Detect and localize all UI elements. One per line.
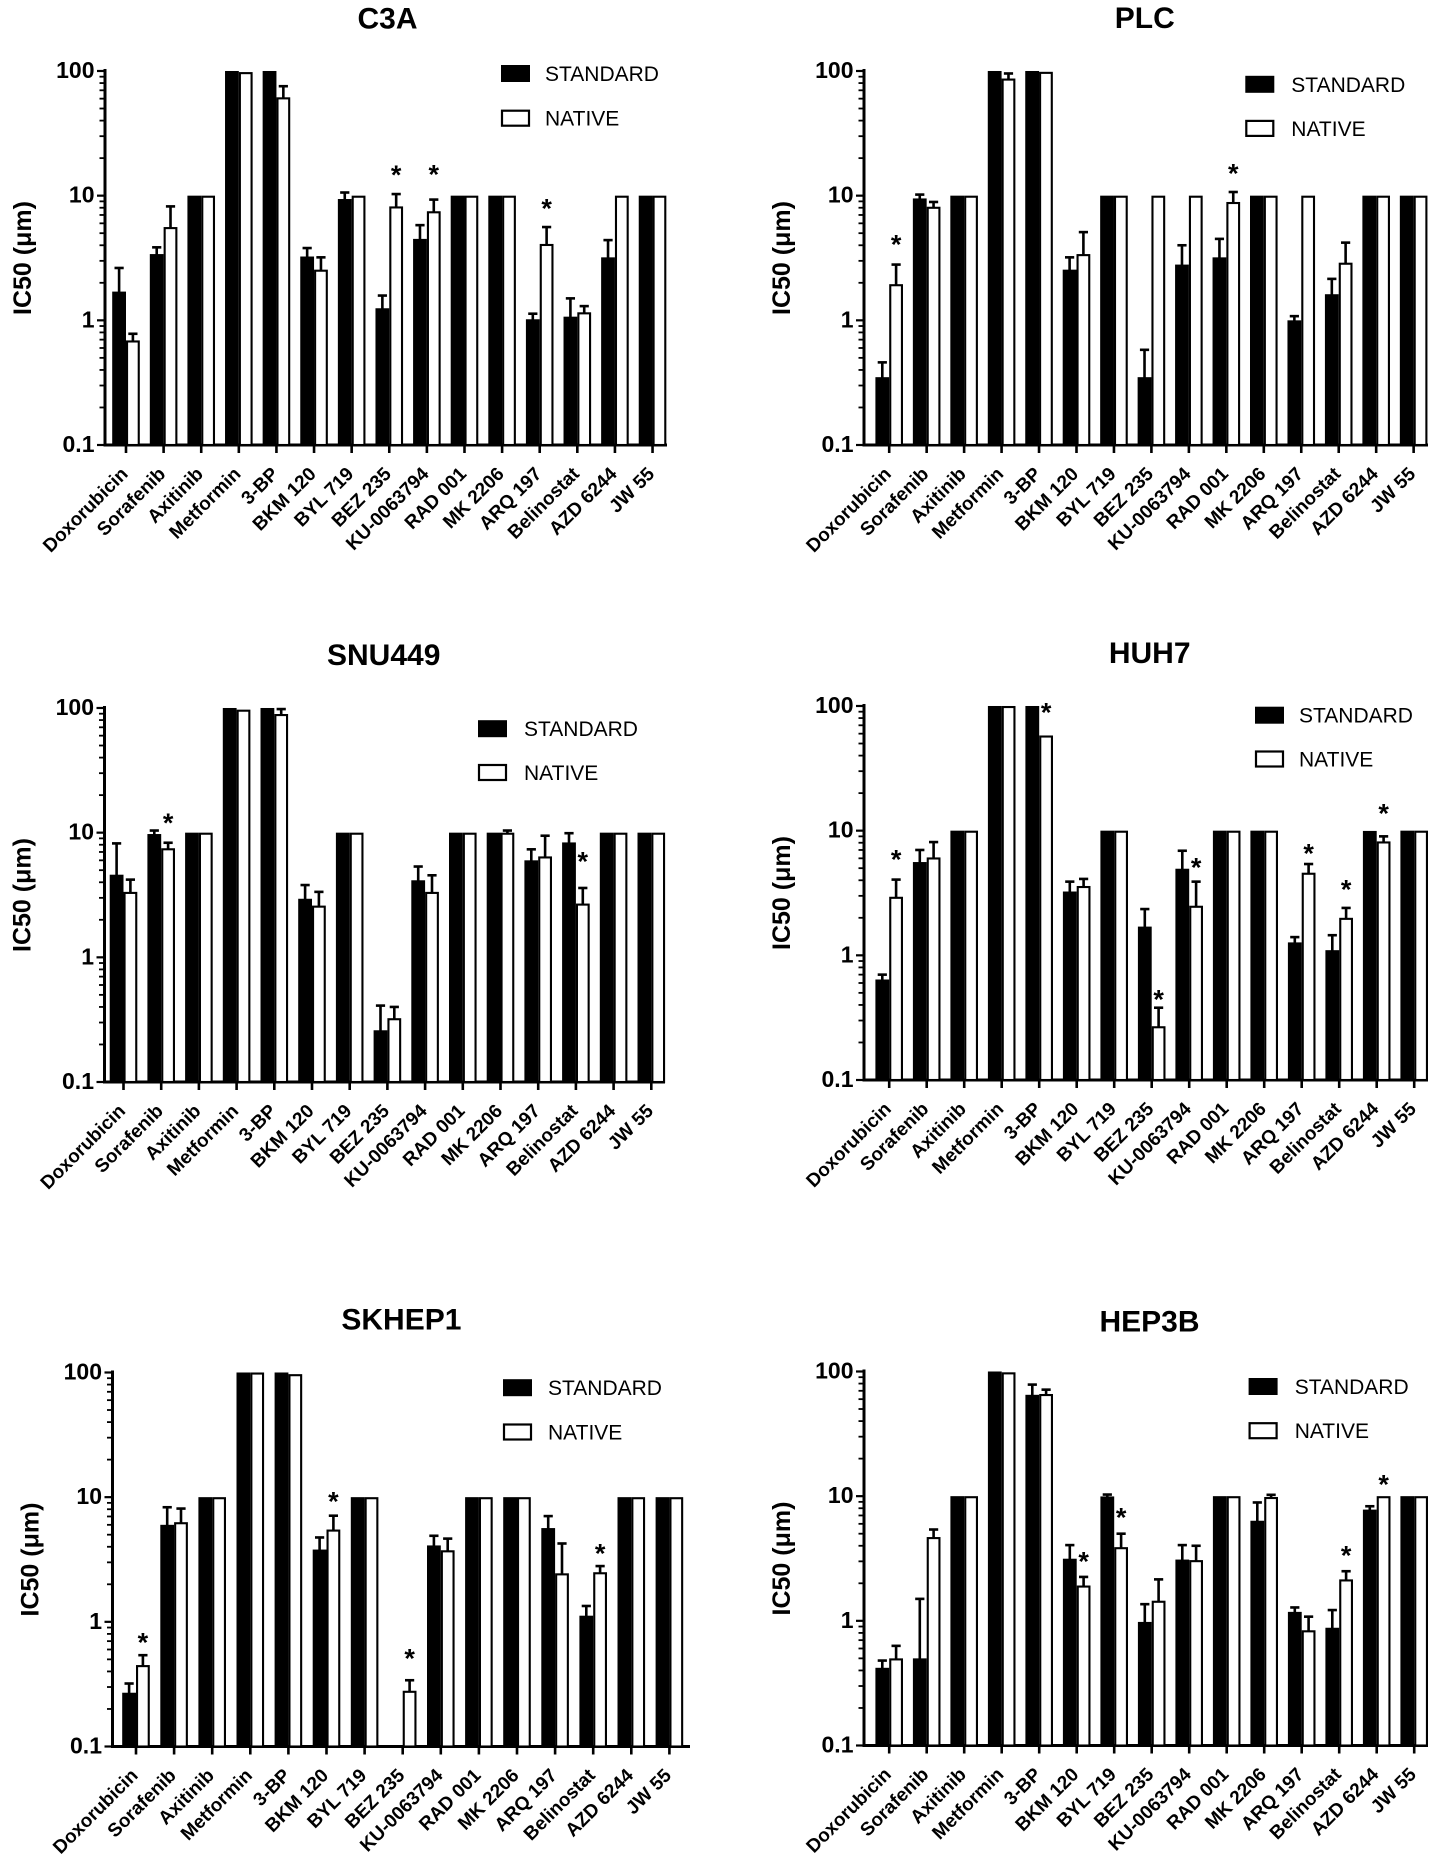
svg-text:*: *	[328, 1487, 339, 1517]
svg-text:100: 100	[815, 692, 853, 718]
svg-text:0.1: 0.1	[822, 1732, 854, 1758]
svg-text:STANDARD: STANDARD	[524, 718, 638, 741]
svg-text:NATIVE: NATIVE	[524, 762, 598, 785]
svg-text:10: 10	[76, 1483, 102, 1509]
svg-text:STANDARD: STANDARD	[548, 1377, 662, 1400]
svg-text:*: *	[1303, 839, 1314, 869]
svg-text:100: 100	[56, 694, 94, 720]
svg-text:NATIVE: NATIVE	[1295, 1420, 1369, 1443]
svg-text:*: *	[1153, 985, 1164, 1015]
svg-text:NATIVE: NATIVE	[545, 108, 619, 131]
svg-text:HEP3B: HEP3B	[1099, 1306, 1199, 1339]
svg-text:*: *	[595, 1539, 606, 1569]
svg-text:1: 1	[841, 941, 854, 967]
svg-text:100: 100	[815, 57, 853, 83]
svg-text:IC50 (μm): IC50 (μm)	[9, 201, 37, 315]
svg-text:*: *	[578, 847, 589, 877]
svg-text:*: *	[1378, 1470, 1389, 1500]
svg-text:*: *	[391, 160, 402, 190]
svg-text:SNU449: SNU449	[327, 639, 440, 672]
svg-text:*: *	[541, 194, 552, 224]
svg-text:*: *	[891, 845, 902, 875]
svg-text:1: 1	[89, 1608, 102, 1634]
svg-text:100: 100	[64, 1358, 102, 1384]
svg-text:0.1: 0.1	[63, 431, 95, 457]
svg-text:10: 10	[828, 1482, 854, 1508]
svg-text:0.1: 0.1	[822, 1066, 854, 1092]
svg-text:*: *	[891, 230, 902, 260]
svg-text:1: 1	[841, 1607, 854, 1633]
svg-text:IC50 (μm): IC50 (μm)	[17, 1503, 45, 1617]
svg-text:SKHEP1: SKHEP1	[341, 1304, 461, 1337]
svg-text:1: 1	[81, 943, 94, 969]
svg-text:100: 100	[56, 57, 94, 83]
svg-text:*: *	[1341, 1541, 1352, 1571]
svg-text:0.1: 0.1	[822, 431, 854, 457]
svg-text:*: *	[1116, 1503, 1127, 1533]
svg-text:*: *	[1341, 875, 1352, 905]
svg-text:IC50 (μm): IC50 (μm)	[768, 836, 796, 950]
svg-text:NATIVE: NATIVE	[1291, 118, 1365, 141]
svg-text:PLC: PLC	[1115, 2, 1175, 35]
svg-text:10: 10	[828, 817, 854, 843]
svg-text:*: *	[138, 1628, 149, 1658]
svg-text:STANDARD: STANDARD	[1295, 1376, 1409, 1399]
svg-text:10: 10	[68, 819, 94, 845]
svg-text:1: 1	[841, 306, 854, 332]
svg-text:*: *	[163, 808, 174, 838]
svg-text:10: 10	[828, 182, 854, 208]
svg-text:IC50 (μm): IC50 (μm)	[768, 201, 796, 315]
svg-text:*: *	[404, 1644, 415, 1674]
svg-text:NATIVE: NATIVE	[548, 1422, 622, 1445]
svg-text:IC50 (μm): IC50 (μm)	[768, 1502, 796, 1616]
svg-text:*: *	[1041, 698, 1052, 728]
svg-text:*: *	[1078, 1547, 1089, 1577]
svg-text:HUH7: HUH7	[1109, 637, 1191, 670]
svg-text:*: *	[1378, 799, 1389, 829]
svg-text:1: 1	[82, 306, 95, 332]
svg-text:0.1: 0.1	[70, 1733, 102, 1759]
svg-text:STANDARD: STANDARD	[1291, 74, 1405, 97]
svg-text:*: *	[1228, 159, 1239, 189]
svg-text:STANDARD: STANDARD	[1299, 705, 1413, 728]
svg-text:0.1: 0.1	[62, 1068, 94, 1094]
svg-text:IC50 (μm): IC50 (μm)	[9, 838, 37, 952]
svg-text:*: *	[429, 160, 440, 190]
svg-text:STANDARD: STANDARD	[545, 63, 659, 86]
svg-text:C3A: C3A	[357, 3, 417, 36]
svg-text:NATIVE: NATIVE	[1299, 749, 1373, 772]
svg-text:*: *	[1191, 853, 1202, 883]
svg-text:100: 100	[815, 1357, 853, 1383]
svg-text:10: 10	[69, 182, 95, 208]
